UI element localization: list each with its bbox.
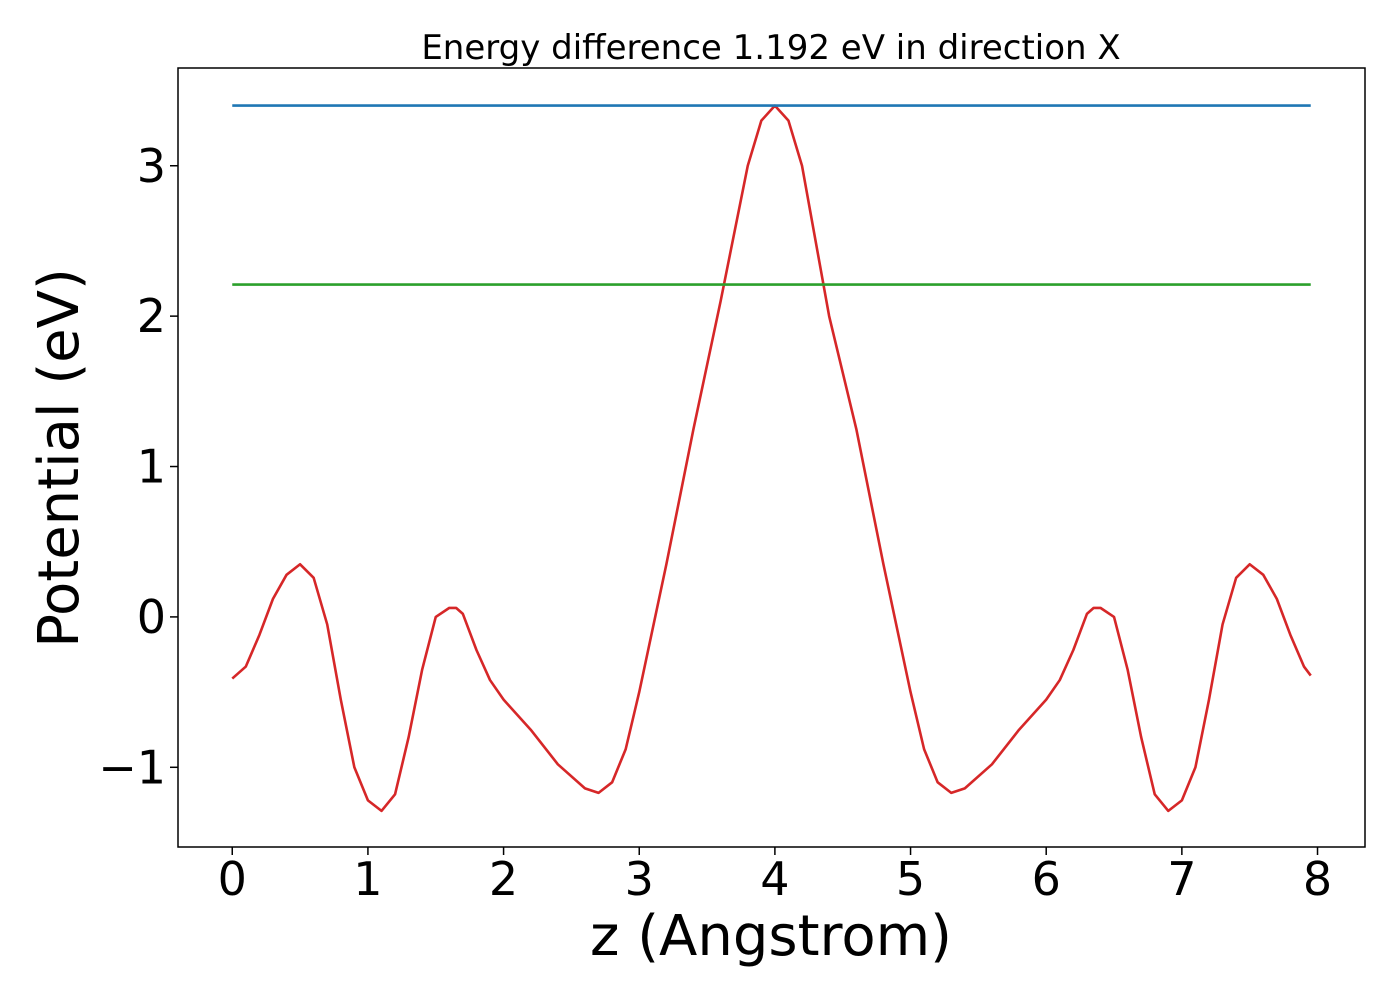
x-tick-label: 4 [760, 852, 789, 906]
y-tick-label: 3 [137, 139, 166, 193]
y-tick-label: 1 [137, 440, 166, 494]
y-axis-label: Potential (eV) [27, 268, 92, 648]
x-tick-label: 5 [896, 852, 925, 906]
x-tick-label: 6 [1032, 852, 1061, 906]
y-tick-label: −1 [98, 740, 166, 794]
x-tick-label: 3 [625, 852, 654, 906]
x-tick-label: 2 [489, 852, 518, 906]
x-tick-label: 1 [353, 852, 382, 906]
x-tick-label: 8 [1303, 852, 1332, 906]
y-tick-label: 2 [137, 289, 166, 343]
series-layer [231, 104, 1312, 813]
y-axis: −1 0 1 2 3 [98, 139, 178, 794]
x-axis: 0 1 2 3 4 5 6 7 8 [218, 847, 1332, 906]
chart-title: Energy difference 1.192 eV in direction … [421, 28, 1120, 68]
x-tick-label: 7 [1167, 852, 1196, 906]
x-axis-label: z (Angstrom) [590, 904, 952, 969]
y-tick-label: 0 [137, 590, 166, 644]
plot-frame [177, 67, 1366, 848]
x-tick-label: 0 [218, 852, 247, 906]
